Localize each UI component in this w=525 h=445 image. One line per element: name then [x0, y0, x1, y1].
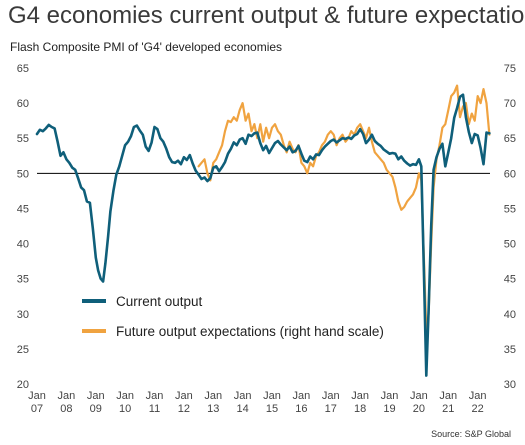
- x-tick-month: Jan: [410, 390, 428, 402]
- legend-label-current: Current output: [116, 294, 203, 309]
- legend: Current output Future output expectation…: [82, 294, 384, 339]
- left-tick-label: 55: [17, 133, 29, 145]
- x-tick-year: 21: [442, 403, 454, 415]
- x-tick-month: Jan: [234, 390, 252, 402]
- left-tick-label: 35: [17, 274, 29, 286]
- x-tick-month: Jan: [381, 390, 399, 402]
- right-tick-label: 50: [504, 239, 516, 251]
- x-tick-year: 22: [472, 403, 484, 415]
- x-axis-ticks: Jan07Jan08Jan09Jan10Jan11Jan12Jan13Jan14…: [28, 390, 486, 415]
- left-tick-label: 45: [17, 203, 29, 215]
- x-tick-year: 10: [119, 403, 131, 415]
- x-tick-year: 14: [237, 403, 249, 415]
- right-tick-label: 45: [504, 274, 516, 286]
- legend-label-future: Future output expectations (right hand s…: [116, 324, 384, 339]
- x-tick-month: Jan: [146, 390, 164, 402]
- x-tick-month: Jan: [439, 390, 457, 402]
- x-tick-month: Jan: [87, 390, 105, 402]
- left-axis-ticks: 20 25 30 35 40 45 50 55 60 65: [17, 63, 29, 391]
- x-tick-month: Jan: [58, 390, 76, 402]
- x-tick-year: 15: [266, 403, 278, 415]
- source-note: Source: S&P Global: [431, 429, 511, 439]
- series-line-current-output: [35, 93, 491, 377]
- right-tick-label: 40: [504, 309, 516, 321]
- right-tick-label: 70: [504, 98, 516, 110]
- x-tick-month: Jan: [28, 390, 46, 402]
- x-tick-month: Jan: [351, 390, 369, 402]
- x-tick-year: 13: [207, 403, 219, 415]
- x-tick-year: 16: [295, 403, 307, 415]
- x-tick-month: Jan: [204, 390, 222, 402]
- x-tick-year: 07: [31, 403, 43, 415]
- x-tick-month: Jan: [293, 390, 311, 402]
- x-tick-year: 17: [325, 403, 337, 415]
- x-tick-year: 20: [413, 403, 425, 415]
- right-tick-label: 30: [504, 379, 516, 391]
- left-tick-label: 25: [17, 344, 29, 356]
- x-tick-year: 11: [149, 403, 160, 415]
- right-tick-label: 75: [504, 63, 516, 75]
- x-tick-year: 09: [90, 403, 102, 415]
- left-tick-label: 60: [17, 98, 29, 110]
- right-axis-ticks: 30 35 40 45 50 55 60 65 70 75: [504, 63, 516, 391]
- x-tick-year: 18: [354, 403, 366, 415]
- page-title: G4 economies current output & future exp…: [8, 2, 525, 29]
- x-tick-month: Jan: [322, 390, 340, 402]
- left-tick-label: 65: [17, 63, 29, 75]
- left-tick-label: 30: [17, 309, 29, 321]
- x-tick-year: 19: [383, 403, 395, 415]
- left-tick-label: 40: [17, 239, 29, 251]
- right-tick-label: 55: [504, 203, 516, 215]
- right-tick-label: 60: [504, 168, 516, 180]
- right-tick-label: 65: [504, 133, 516, 145]
- left-tick-label: 50: [17, 168, 29, 180]
- left-tick-label: 20: [17, 379, 29, 391]
- series-layer: [35, 84, 491, 377]
- x-tick-month: Jan: [469, 390, 487, 402]
- x-tick-month: Jan: [263, 390, 281, 402]
- x-tick-year: 08: [60, 403, 72, 415]
- series-line-future-expectations: [197, 84, 491, 333]
- right-tick-label: 35: [504, 344, 516, 356]
- x-tick-month: Jan: [116, 390, 134, 402]
- chart-subtitle: Flash Composite PMI of 'G4' developed ec…: [10, 40, 283, 54]
- x-tick-month: Jan: [175, 390, 193, 402]
- x-tick-year: 12: [178, 403, 190, 415]
